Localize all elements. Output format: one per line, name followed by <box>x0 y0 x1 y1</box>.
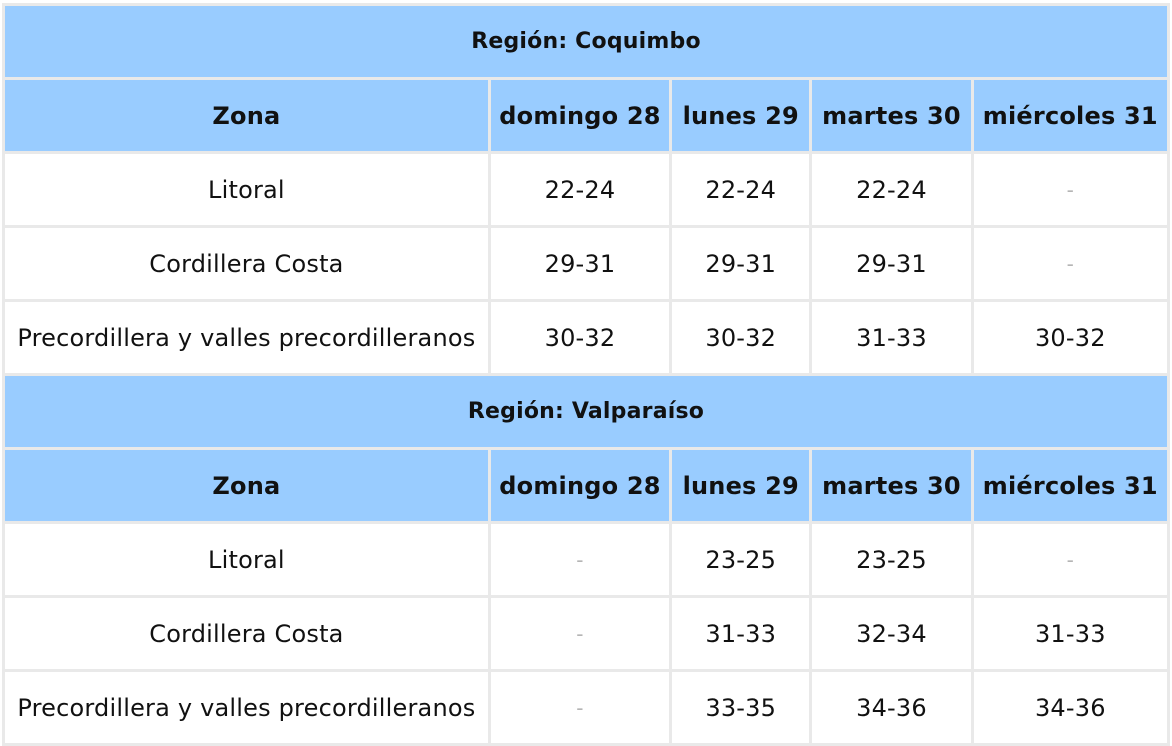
region-title-row: Región: Valparaíso <box>5 376 1167 447</box>
value-cell: 30-32 <box>672 302 810 373</box>
value-cell: 32-34 <box>812 598 971 669</box>
column-header-day: miércoles 31 <box>973 80 1167 151</box>
empty-value-cell: - <box>490 672 670 743</box>
value-cell: 22-24 <box>812 154 971 225</box>
empty-value-cell: - <box>490 524 670 595</box>
header-row: Zona domingo 28 lunes 29 martes 30 miérc… <box>5 80 1167 151</box>
region-title: Región: Coquimbo <box>5 6 1167 77</box>
value-cell: 22-24 <box>490 154 670 225</box>
table-row: Cordillera Costa - 31-33 32-34 31-33 <box>5 598 1167 669</box>
table-row: Precordillera y valles precordilleranos … <box>5 672 1167 743</box>
empty-value-cell: - <box>973 228 1167 299</box>
column-header-day: lunes 29 <box>672 80 810 151</box>
value-cell: 31-33 <box>973 598 1167 669</box>
column-header-day: miércoles 31 <box>973 450 1167 521</box>
column-header-zona: Zona <box>5 80 488 151</box>
value-cell: 31-33 <box>672 598 810 669</box>
table-row: Cordillera Costa 29-31 29-31 29-31 - <box>5 228 1167 299</box>
column-header-day: domingo 28 <box>490 450 670 521</box>
zone-cell: Cordillera Costa <box>5 598 488 669</box>
value-cell: 23-25 <box>812 524 971 595</box>
region-title-row: Región: Coquimbo <box>5 6 1167 77</box>
region-title: Región: Valparaíso <box>5 376 1167 447</box>
column-header-day: martes 30 <box>812 80 971 151</box>
column-header-day: lunes 29 <box>672 450 810 521</box>
header-row: Zona domingo 28 lunes 29 martes 30 miérc… <box>5 450 1167 521</box>
zone-cell: Precordillera y valles precordilleranos <box>5 672 488 743</box>
value-cell: 23-25 <box>672 524 810 595</box>
zone-cell: Cordillera Costa <box>5 228 488 299</box>
value-cell: 29-31 <box>812 228 971 299</box>
value-cell: 30-32 <box>973 302 1167 373</box>
value-cell: 34-36 <box>812 672 971 743</box>
value-cell: 29-31 <box>672 228 810 299</box>
value-cell: 29-31 <box>490 228 670 299</box>
column-header-day: martes 30 <box>812 450 971 521</box>
value-cell: 31-33 <box>812 302 971 373</box>
value-cell: 34-36 <box>973 672 1167 743</box>
temperature-table: Región: Coquimbo Zona domingo 28 lunes 2… <box>2 3 1170 746</box>
zone-cell: Litoral <box>5 154 488 225</box>
empty-value-cell: - <box>973 524 1167 595</box>
value-cell: 30-32 <box>490 302 670 373</box>
zone-cell: Litoral <box>5 524 488 595</box>
value-cell: 22-24 <box>672 154 810 225</box>
column-header-zona: Zona <box>5 450 488 521</box>
empty-value-cell: - <box>973 154 1167 225</box>
table-row: Precordillera y valles precordilleranos … <box>5 302 1167 373</box>
table-row: Litoral - 23-25 23-25 - <box>5 524 1167 595</box>
zone-cell: Precordillera y valles precordilleranos <box>5 302 488 373</box>
empty-value-cell: - <box>490 598 670 669</box>
table-row: Litoral 22-24 22-24 22-24 - <box>5 154 1167 225</box>
value-cell: 33-35 <box>672 672 810 743</box>
column-header-day: domingo 28 <box>490 80 670 151</box>
